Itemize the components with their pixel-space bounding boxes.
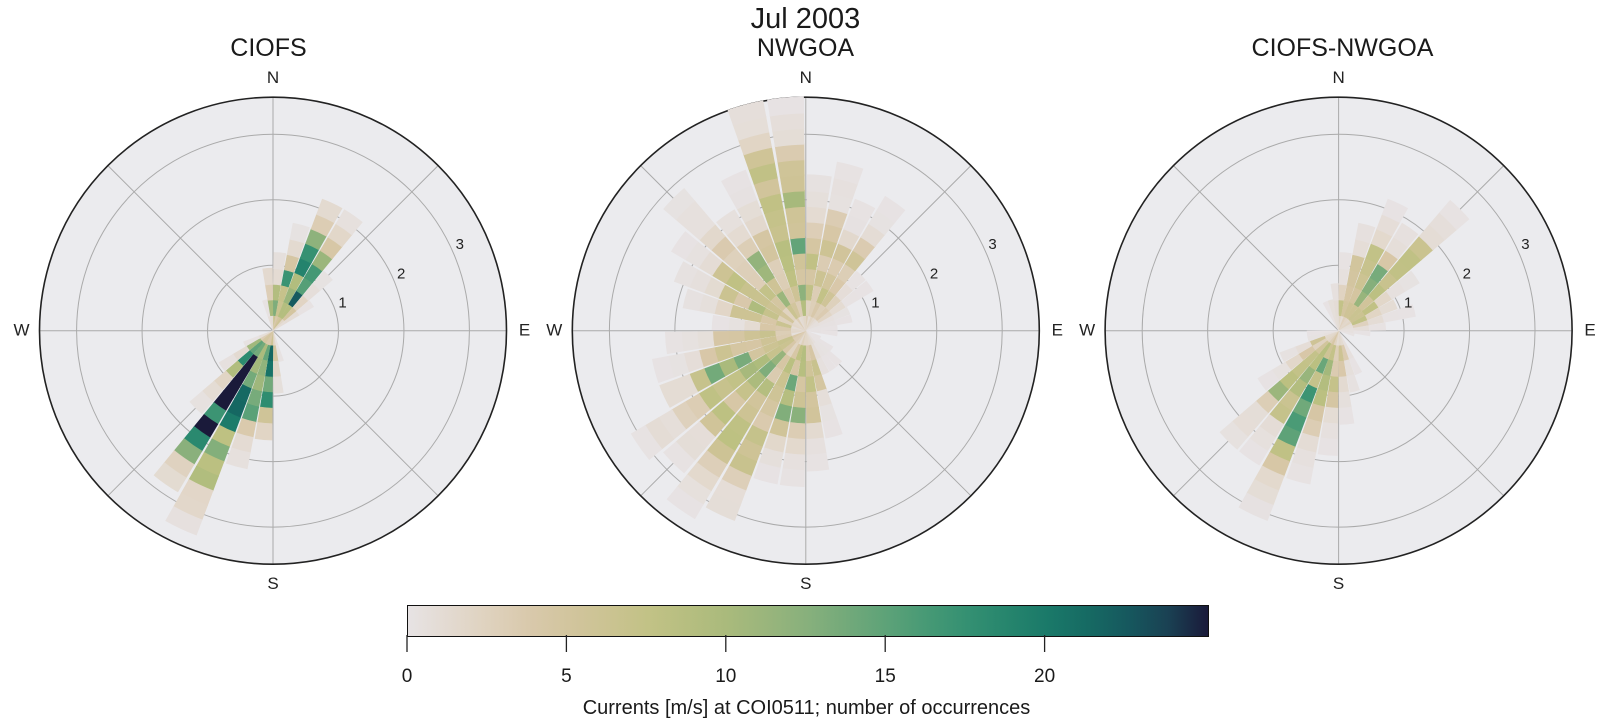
svg-text:15: 15: [875, 666, 896, 687]
svg-text:20: 20: [1034, 666, 1055, 687]
svg-text:0: 0: [402, 666, 413, 687]
svg-text:Currents [m/s] at COI0511; num: Currents [m/s] at COI0511; number of occ…: [583, 697, 1031, 719]
svg-text:5: 5: [561, 666, 572, 687]
svg-text:10: 10: [715, 666, 736, 687]
